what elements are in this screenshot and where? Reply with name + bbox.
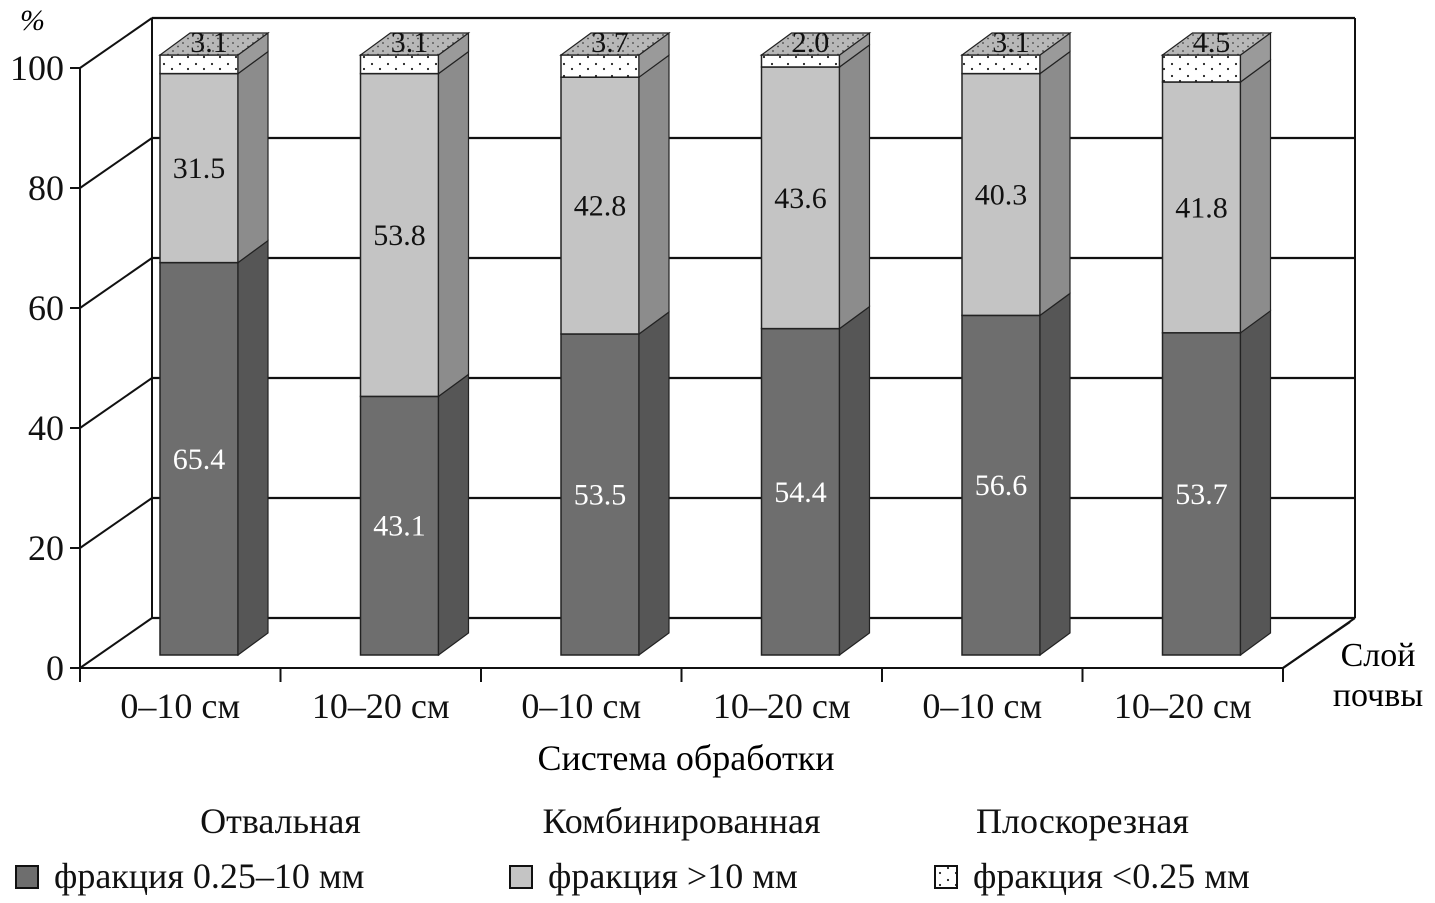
bar-segment-side: [1239, 58, 1272, 334]
bar-stack: 54.4 43.6 2.0: [759, 26, 872, 657]
bar-segment-side: [1039, 50, 1071, 317]
bar-top-face: [158, 32, 270, 56]
x-category-label: 10–20 см: [312, 686, 450, 726]
bar-top-face: [1160, 32, 1273, 56]
data-label: 53.8: [373, 219, 426, 252]
bar-stack: 65.4 31.5 3.1: [158, 26, 270, 657]
legend-item: фракция >10 мм: [509, 856, 798, 896]
gridline-side: [79, 497, 153, 549]
data-label: 3.1: [190, 26, 228, 59]
bar-segment-front: [359, 72, 440, 398]
data-label: 3.1: [391, 26, 429, 59]
legend-label: фракция <0.25 мм: [973, 856, 1250, 896]
bar-top-face: [960, 32, 1072, 56]
bar-segment-side: [638, 310, 670, 657]
group-labels: Отвальная Комбинированная Плоскорезная: [200, 801, 1189, 841]
bar-segment-front: [159, 261, 239, 656]
bar-segment-side: [1039, 292, 1071, 657]
bar-segment-side: [237, 239, 269, 657]
group-label: Плоскорезная: [976, 801, 1189, 841]
depth-axis-line: [1282, 621, 1351, 669]
y-tick-label: 60: [28, 288, 64, 328]
bar-segment-front: [560, 76, 640, 335]
bar-segment-front: [961, 314, 1041, 656]
data-label: 31.5: [173, 152, 226, 185]
data-label: 3.7: [591, 26, 629, 59]
group-label: Отвальная: [200, 801, 361, 841]
gridline-side: [79, 377, 153, 429]
y-axis: % 0 20 40 60 80 100: [10, 4, 80, 688]
bar-stack: 43.1 53.8 3.1: [358, 26, 471, 657]
x-category-label: 10–20 см: [1114, 686, 1252, 726]
data-label: 41.8: [1175, 191, 1228, 224]
gridline-side: [79, 17, 153, 69]
legend: фракция 0.25–10 мм фракция >10 мм фракция …: [15, 856, 1250, 896]
data-label: 65.4: [173, 443, 226, 476]
bar-segment-front: [760, 66, 841, 330]
gridlines: [79, 16, 1355, 669]
legend-swatch: [934, 865, 958, 889]
group-label: Комбинированная: [543, 801, 821, 841]
depth-axis-label-line1: Слой: [1341, 637, 1416, 674]
legend-label: фракция 0.25–10 мм: [54, 856, 364, 896]
legend-item: фракция 0.25–10 мм: [15, 856, 364, 896]
y-tick-label: 80: [28, 168, 64, 208]
bar-segment-side: [437, 373, 470, 657]
data-label: 43.1: [373, 510, 426, 543]
bar-stack: 53.5 42.8 3.7: [559, 26, 671, 657]
x-category-label: 0–10 см: [120, 686, 240, 726]
legend-swatch: [509, 865, 533, 889]
y-tick-label: 20: [28, 528, 64, 568]
bar-segment-side: [838, 43, 871, 330]
x-category-label: 0–10 см: [922, 686, 1042, 726]
bar-stack: 56.6 40.3 3.1: [960, 26, 1072, 657]
data-label: 42.8: [574, 190, 627, 223]
bar-segment-side: [1239, 309, 1272, 657]
data-label: 56.6: [975, 469, 1028, 502]
bar-segment-front: [961, 72, 1041, 317]
bar-segment-front: [359, 395, 440, 656]
x-axis-title: Система обработки: [537, 738, 834, 778]
bar-segment-front: [159, 72, 239, 264]
data-label: 53.5: [574, 479, 627, 512]
y-tick-label: 0: [46, 648, 64, 688]
bar-stack: 53.7 41.8 4.5: [1160, 26, 1273, 657]
bar-segment-side: [237, 50, 269, 264]
data-label: 4.5: [1193, 26, 1231, 59]
legend-swatch: [15, 865, 39, 889]
bars: 65.4 31.5 3.1 43.1 53.8 3.1 53.5 42.8 3.7 54.4 43.…: [158, 26, 1273, 657]
data-label: 40.3: [975, 179, 1028, 212]
x-category-label: 0–10 см: [521, 686, 641, 726]
data-label: 2.0: [792, 26, 830, 59]
y-tick-label: 40: [28, 408, 64, 448]
bar-top-face: [559, 32, 671, 56]
x-category-label: 10–20 см: [713, 686, 851, 726]
legend-item: фракция <0.25 мм: [934, 856, 1250, 896]
gridline-side: [79, 617, 153, 669]
gridline-side: [79, 257, 153, 309]
data-label: 3.1: [992, 26, 1030, 59]
bar-segment-side: [437, 50, 470, 398]
bar-segment-front: [1161, 54, 1242, 83]
y-unit-label: %: [20, 4, 45, 37]
data-label: 54.4: [774, 476, 827, 509]
bar-top-face: [358, 32, 471, 56]
bar-top-face: [759, 32, 872, 56]
data-label: 43.6: [774, 182, 827, 215]
legend-label: фракция >10 мм: [548, 856, 798, 896]
bar-segment-side: [838, 305, 871, 657]
y-tick-label: 100: [10, 48, 64, 88]
bar-segment-side: [638, 54, 670, 336]
data-label: 53.7: [1175, 478, 1228, 511]
gridline-side: [79, 137, 153, 189]
x-axis: Система обработки Слой почвы 0–10 см 10–2…: [79, 621, 1423, 778]
depth-axis-label-line2: почвы: [1333, 677, 1423, 714]
